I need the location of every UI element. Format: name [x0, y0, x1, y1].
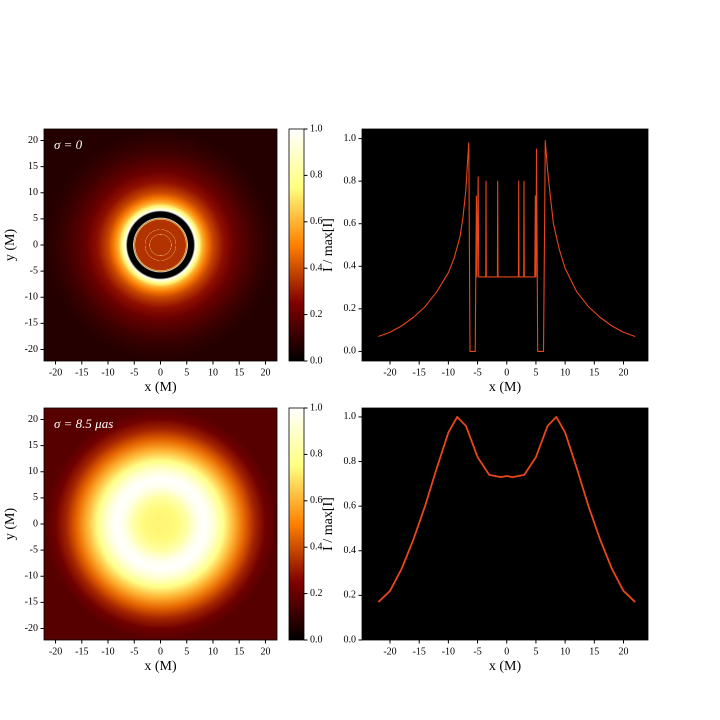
colorbar-tick-label: 0.6	[310, 216, 323, 227]
x-tick-label: -20	[383, 646, 396, 657]
y-tick-label: -10	[25, 292, 38, 303]
annotation: σ = 0	[54, 137, 83, 152]
y-axis-label: y (M)	[3, 229, 18, 262]
x-tick-label: 10	[208, 367, 218, 378]
annotation: σ = 8.5 μas	[54, 416, 113, 431]
x-tick-label: -5	[473, 646, 481, 657]
x-tick-label: 20	[260, 367, 270, 378]
y-tick-label: -15	[25, 597, 38, 608]
colorbar-tick-label: 0.4	[310, 262, 323, 273]
colorbar-tick-label: 0.2	[310, 309, 323, 320]
x-tick-label: 0	[504, 367, 509, 378]
x-tick-label: -15	[413, 646, 426, 657]
y-tick-label: 5	[33, 213, 38, 224]
y-tick-label: 0.4	[344, 545, 357, 556]
y-axis-label: I / max[I]	[321, 218, 336, 272]
colorbar-tick-label: 0.0	[310, 355, 323, 366]
x-tick-label: 0	[158, 367, 163, 378]
y-tick-label: 0.8	[344, 456, 357, 467]
colorbar-tick-label: 0.0	[310, 634, 323, 645]
x-tick-label: -20	[383, 367, 396, 378]
x-axis-label: x (M)	[489, 659, 522, 674]
x-tick-label: 10	[208, 646, 218, 657]
colorbar-tick-label: 0.4	[310, 541, 323, 552]
y-tick-label: 0.6	[344, 218, 357, 229]
y-tick-label: 0.6	[344, 500, 357, 511]
y-tick-label: -5	[30, 544, 38, 555]
x-axis-label: x (M)	[144, 380, 177, 395]
profile-line	[378, 140, 636, 352]
colorbar-tick-label: 1.0	[310, 123, 323, 134]
x-tick-label: 5	[184, 367, 189, 378]
x-axis-label: x (M)	[144, 659, 177, 674]
y-tick-label: -15	[25, 318, 38, 329]
x-tick-label: -10	[101, 367, 114, 378]
colorbar-tick-label: 1.0	[310, 402, 323, 413]
x-tick-label: 5	[184, 646, 189, 657]
y-tick-label: 0	[33, 239, 38, 250]
y-tick-label: 1.0	[344, 133, 357, 144]
y-tick-label: 10	[28, 187, 38, 198]
x-tick-label: -5	[130, 367, 138, 378]
colorbar-tick-label: 0.8	[310, 170, 323, 181]
x-tick-label: 15	[234, 646, 244, 657]
y-tick-label: 5	[33, 492, 38, 503]
x-tick-label: -10	[442, 646, 455, 657]
x-tick-label: -20	[49, 367, 62, 378]
y-tick-label: 1.0	[344, 411, 357, 422]
y-tick-label: 0.0	[344, 346, 357, 357]
y-tick-label: 20	[28, 414, 38, 425]
x-tick-label: -20	[49, 646, 62, 657]
y-tick-label: 0.2	[344, 303, 357, 314]
x-tick-label: 20	[618, 367, 628, 378]
x-tick-label: -5	[473, 367, 481, 378]
image	[44, 129, 277, 361]
x-tick-label: 5	[533, 367, 538, 378]
y-tick-label: -20	[25, 623, 38, 634]
x-tick-label: 15	[234, 367, 244, 378]
y-tick-label: 0.2	[344, 590, 357, 601]
y-tick-label: 20	[28, 135, 38, 146]
y-tick-label: 15	[28, 161, 38, 172]
y-axis-label: y (M)	[3, 508, 18, 541]
x-tick-label: 15	[589, 367, 599, 378]
y-tick-label: 0.8	[344, 175, 357, 186]
y-tick-label: -10	[25, 571, 38, 582]
x-tick-label: -10	[442, 367, 455, 378]
colorbar	[288, 407, 305, 641]
x-tick-label: 10	[560, 646, 570, 657]
plot-area	[362, 129, 648, 361]
x-tick-label: -15	[75, 646, 88, 657]
frame	[361, 407, 649, 641]
profile-line	[377, 416, 636, 603]
colorbar-tick-label: 0.8	[310, 449, 323, 460]
y-tick-label: 0.0	[344, 634, 357, 645]
frame	[361, 128, 649, 362]
y-axis-label: I / max[I]	[321, 497, 336, 551]
plot-area	[362, 408, 648, 640]
x-tick-label: 20	[260, 646, 270, 657]
y-tick-label: -20	[25, 344, 38, 355]
y-tick-label: 15	[28, 440, 38, 451]
x-tick-label: -10	[101, 646, 114, 657]
y-tick-label: 0	[33, 518, 38, 529]
x-axis-label: x (M)	[489, 380, 522, 395]
y-tick-label: 10	[28, 466, 38, 477]
x-tick-label: 10	[560, 367, 570, 378]
x-tick-label: 20	[618, 646, 628, 657]
colorbar-tick-label: 0.2	[310, 588, 323, 599]
x-tick-label: -15	[413, 367, 426, 378]
y-tick-label: -5	[30, 265, 38, 276]
colorbar	[288, 128, 305, 362]
x-tick-label: -5	[130, 646, 138, 657]
y-tick-label: 0.4	[344, 261, 357, 272]
x-tick-label: 5	[533, 646, 538, 657]
colorbar-tick-label: 0.6	[310, 495, 323, 506]
x-tick-label: 0	[504, 646, 509, 657]
x-tick-label: 0	[158, 646, 163, 657]
x-tick-label: -15	[75, 367, 88, 378]
image	[44, 408, 277, 640]
x-tick-label: 15	[589, 646, 599, 657]
